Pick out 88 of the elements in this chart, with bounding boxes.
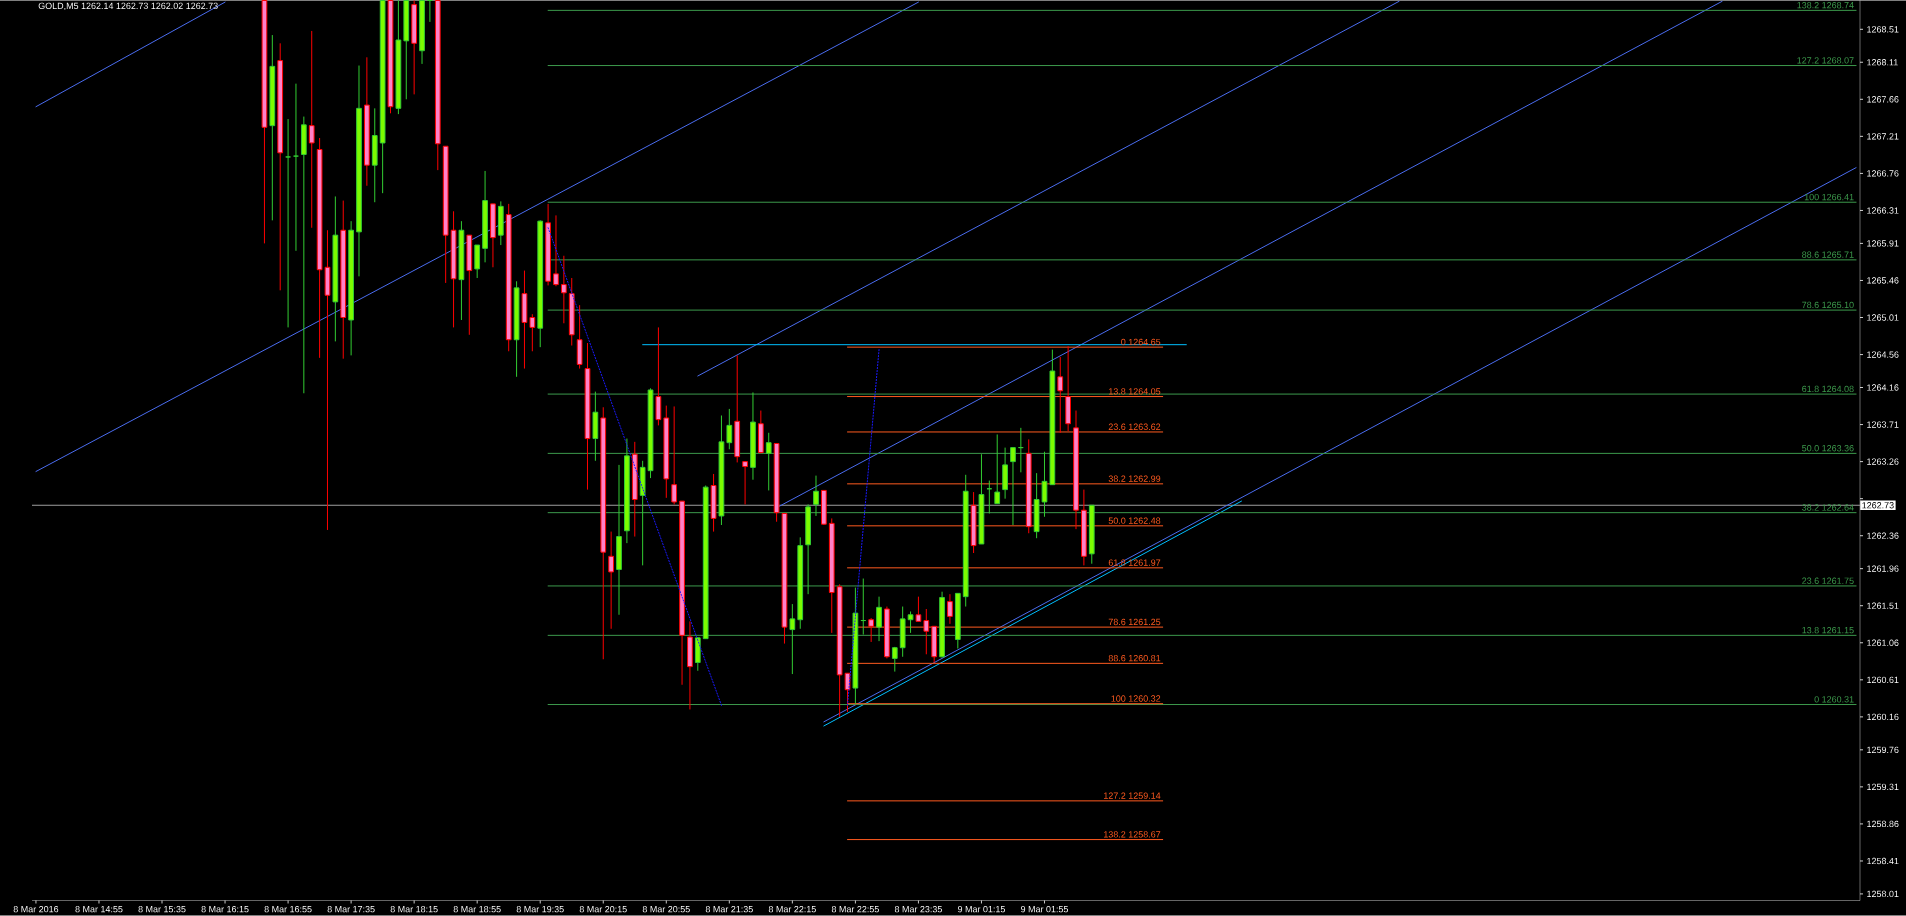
series-label: 38.2 1262.99	[1108, 475, 1161, 483]
series-label: 88.6 1260.81	[1108, 655, 1161, 662]
series-label: 78.6 1261.25	[1108, 618, 1161, 626]
candlestick	[789, 603, 796, 675]
y-tick-label: 1267.66	[1867, 96, 1899, 103]
x-tick-label: 9 Mar 01:15	[957, 906, 1005, 913]
y-tick-label: 1261.51	[1867, 602, 1899, 610]
series-label: 0 1260.31	[1814, 696, 1854, 703]
x-tick-label: 8 Mar 20:55	[642, 906, 690, 913]
y-tick-label: 1264.16	[1867, 384, 1899, 391]
series-label: 0 1264.65	[1121, 338, 1161, 346]
candlestick	[742, 461, 748, 506]
candlestick	[300, 116, 307, 394]
y-tick-label: 1268.11	[1867, 59, 1898, 66]
series-label: 100 1260.32	[1111, 695, 1161, 702]
y-tick-label: 1265.01	[1867, 314, 1899, 321]
y-tick-label: 1265.91	[1867, 240, 1899, 247]
chart-title: GOLD,M5 1262.14 1262.73 1262.02 1262.73	[38, 2, 218, 11]
candlestick	[726, 408, 733, 450]
y-tick-label: 1258.01	[1867, 890, 1899, 898]
series-label: 23.6 1261.75	[1802, 577, 1854, 585]
x-tick-label: 8 Mar 2016	[13, 906, 59, 913]
x-tick-label: 9 Mar 01:55	[1020, 906, 1069, 913]
series-label: 38.2 1262.64	[1802, 504, 1854, 511]
y-tick-label: 1260.16	[1867, 713, 1899, 721]
candlestick	[655, 327, 662, 427]
candlestick	[765, 432, 772, 492]
y-tick-label: 1261.96	[1867, 565, 1899, 572]
candlestick	[308, 30, 315, 229]
candlestick	[923, 608, 930, 655]
y-tick-label: 1266.31	[1867, 207, 1899, 214]
x-tick-label: 8 Mar 23:35	[894, 906, 942, 913]
series-label: 88.6 1265.71	[1802, 251, 1854, 259]
series-label: 78.6 1265.10	[1802, 301, 1854, 309]
x-tick-label: 8 Mar 14:55	[75, 906, 123, 913]
candlestick	[1010, 447, 1016, 526]
series-label: 127.2 1268.07	[1797, 57, 1854, 64]
series-label: 13.8 1264.05	[1109, 388, 1161, 395]
candlestick	[474, 244, 481, 279]
x-tick-label: 8 Mar 16:55	[264, 906, 312, 913]
candlestick	[868, 617, 875, 643]
x-tick-label: 8 Mar 17:35	[327, 906, 375, 913]
y-tick-label: 1264.56	[1867, 351, 1899, 358]
x-tick-label: 8 Mar 19:35	[516, 906, 564, 913]
y-tick-label: 1267.21	[1867, 133, 1899, 140]
candlestick	[947, 593, 953, 625]
y-tick-label: 1262.36	[1867, 532, 1899, 540]
series-label: 23.6 1263.62	[1108, 423, 1161, 431]
candlestick	[907, 611, 914, 634]
candlestick	[915, 596, 922, 623]
x-tick-label: 8 Mar 18:15	[390, 906, 438, 913]
x-tick-label: 8 Mar 16:15	[201, 906, 249, 913]
series-label: 138.2 1258.67	[1104, 831, 1161, 838]
y-tick-label: 1266.76	[1867, 170, 1899, 177]
y-tick-label: 1263.71	[1867, 421, 1899, 428]
candlestick	[891, 646, 898, 673]
y-tick-label: 1261.06	[1867, 639, 1899, 647]
candlestick	[529, 313, 536, 352]
x-tick-label: 8 Mar 21:35	[705, 906, 753, 913]
series-label: 138.2 1268.74	[1797, 2, 1854, 9]
series-label: 127.2 1259.14	[1104, 792, 1161, 800]
x-tick-label: 8 Mar 22:55	[831, 906, 879, 913]
y-tick-label: 1260.61	[1867, 676, 1899, 684]
series-label: 100 1266.41	[1804, 194, 1854, 201]
y-tick-label: 1268.51	[1867, 26, 1899, 33]
y-tick-label: 1259.76	[1867, 746, 1899, 754]
candlestick	[671, 406, 678, 506]
x-tick-label: 8 Mar 15:35	[138, 906, 186, 913]
candlestick	[876, 596, 882, 642]
candlestick	[560, 255, 567, 324]
series-label: 50.0 1263.36	[1802, 445, 1854, 452]
series-label: 50.0 1262.48	[1108, 517, 1161, 524]
y-tick-label: 1263.26	[1867, 458, 1899, 465]
x-tick-label: 8 Mar 18:55	[453, 906, 501, 913]
y-tick-label: 1258.86	[1867, 820, 1899, 828]
ref-line-label: 1262.73	[1862, 502, 1894, 509]
x-tick-label: 8 Mar 22:15	[768, 906, 816, 913]
series-label: 13.8 1261.15	[1802, 627, 1854, 634]
x-tick-label: 8 Mar 20:15	[579, 906, 627, 913]
y-tick-label: 1259.31	[1867, 783, 1899, 791]
candlestick	[813, 475, 819, 517]
candlestick	[1057, 356, 1064, 434]
candlestick	[553, 215, 559, 287]
series-label: 61.8 1264.08	[1802, 385, 1854, 393]
y-tick-label: 1265.46	[1867, 277, 1899, 284]
candlestick	[994, 434, 1001, 505]
candlestick	[608, 531, 614, 630]
y-tick-label: 1258.41	[1867, 857, 1899, 865]
